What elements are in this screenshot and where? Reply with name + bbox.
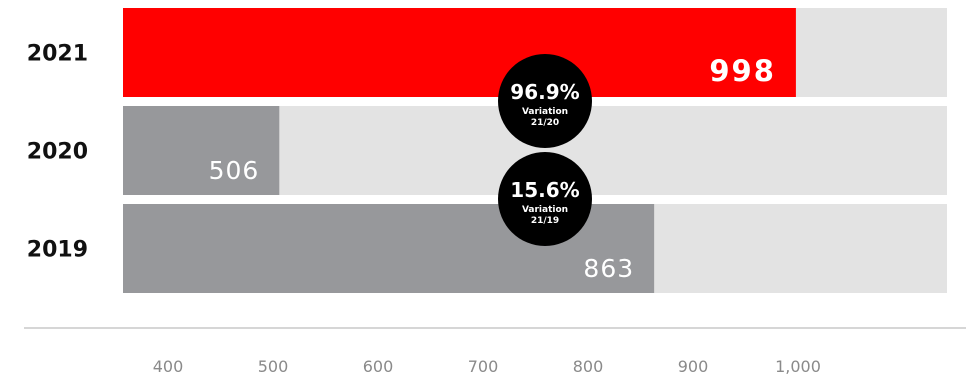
category-label-2020: 2020: [27, 140, 88, 165]
bar-2020: [123, 106, 280, 195]
variation-period: 21/20: [531, 118, 559, 128]
category-labels: 2021 2020 2019: [27, 42, 88, 263]
x-axis-tick-labels: 400 500 600 700 800 900 1,000: [153, 357, 821, 376]
x-tick-label-500: 500: [258, 357, 289, 376]
x-tick-label-400: 400: [153, 357, 184, 376]
variation-caption: Variation: [522, 205, 568, 215]
x-tick-label-900: 900: [678, 357, 709, 376]
category-label-2021: 2021: [27, 42, 88, 67]
bar-2021: [123, 8, 796, 97]
x-tick-label-1000: 1,000: [775, 357, 821, 376]
variation-percent: 15.6%: [510, 178, 579, 202]
value-label-2021: 998: [709, 54, 776, 88]
category-label-2019: 2019: [27, 238, 88, 263]
x-tick-label-700: 700: [468, 357, 499, 376]
bars: [123, 8, 796, 293]
x-tick-label-600: 600: [363, 357, 394, 376]
variation-period: 21/19: [531, 216, 559, 226]
value-label-2020: 506: [209, 156, 260, 185]
variation-caption: Variation: [522, 107, 568, 117]
variation-badge-circle: [498, 54, 592, 148]
variation-badge-circle: [498, 152, 592, 246]
value-label-2019: 863: [583, 254, 634, 283]
variation-percent: 96.9%: [510, 80, 579, 104]
x-tick-label-800: 800: [573, 357, 604, 376]
value-labels: 998 506 863: [209, 54, 776, 283]
